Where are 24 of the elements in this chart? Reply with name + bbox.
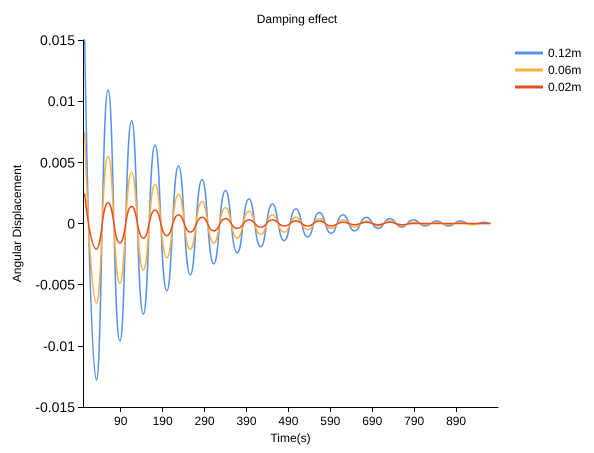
line-series	[84, 193, 491, 250]
x-tick-label: 190	[152, 414, 173, 428]
legend-label: 0.02m	[548, 80, 582, 94]
y-tick-label: 0	[67, 216, 76, 232]
x-tick-label: 790	[404, 414, 424, 428]
x-tick-label: 390	[236, 414, 257, 428]
x-tick-label: 690	[362, 414, 383, 428]
x-tick-label: 490	[278, 414, 299, 428]
x-tick-label: 890	[446, 414, 466, 428]
y-tick-label: 0.015	[40, 32, 76, 48]
y-tick-label: -0.01	[43, 338, 76, 354]
y-tick-label: 0.005	[40, 154, 76, 170]
legend-label: 0.12m	[548, 46, 582, 60]
y-tick-label: 0.01	[48, 93, 76, 110]
x-tick-label: 590	[320, 414, 341, 428]
line-series	[84, 39, 491, 381]
y-tick-label: -0.015	[35, 399, 76, 415]
y-tick-label: -0.005	[35, 276, 76, 293]
x-axis-title: Time(s)	[270, 430, 311, 445]
legend-label: 0.06m	[548, 63, 582, 77]
x-tick-label: 290	[194, 414, 215, 428]
y-axis-title: Angular Displacement	[10, 164, 24, 282]
x-tick-label: 90	[114, 414, 128, 428]
chart-title: Damping effect	[256, 12, 338, 26]
